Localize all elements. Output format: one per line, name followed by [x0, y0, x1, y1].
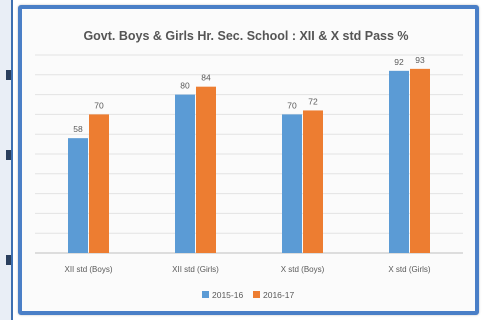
- data-label: 92: [394, 57, 404, 67]
- adjacent-panel-edge: [0, 0, 13, 320]
- x-axis-tick-labels: XII std (Boys) XII std (Girls) X std (Boys…: [64, 265, 430, 274]
- bar: [303, 110, 323, 253]
- chart-title: Govt. Boys & Girls Hr. Sec. School : XII…: [83, 29, 408, 43]
- x-tick-label: XII std (Girls): [172, 265, 219, 274]
- bar: [410, 68, 430, 253]
- data-labels: 58 70 80 84 70 72 92 93: [73, 55, 425, 134]
- edge-mark: [6, 70, 11, 80]
- data-label: 58: [73, 124, 83, 134]
- bar: [175, 94, 195, 253]
- data-label: 84: [201, 73, 211, 83]
- bar: [196, 86, 216, 254]
- bar: [282, 114, 302, 254]
- bar: [389, 70, 409, 253]
- bars: [68, 68, 430, 254]
- edge-mark: [6, 255, 11, 265]
- data-label: 80: [180, 81, 190, 91]
- data-label: 93: [415, 55, 425, 65]
- legend-label: 2016-17: [263, 290, 294, 300]
- legend-swatch: [253, 291, 260, 298]
- legend-label: 2015-16: [212, 290, 243, 300]
- x-tick-label: XII std (Boys): [64, 265, 112, 274]
- data-label: 70: [287, 100, 297, 110]
- x-tick-label: X std (Boys): [281, 265, 325, 274]
- data-label: 70: [94, 100, 104, 110]
- legend: 2015-16 2016-17: [202, 290, 294, 300]
- data-label: 72: [308, 96, 318, 106]
- edge-mark: [6, 150, 11, 160]
- bar: [89, 114, 109, 254]
- bar: [68, 138, 88, 253]
- legend-swatch: [202, 291, 209, 298]
- x-tick-label: X std (Girls): [388, 265, 431, 274]
